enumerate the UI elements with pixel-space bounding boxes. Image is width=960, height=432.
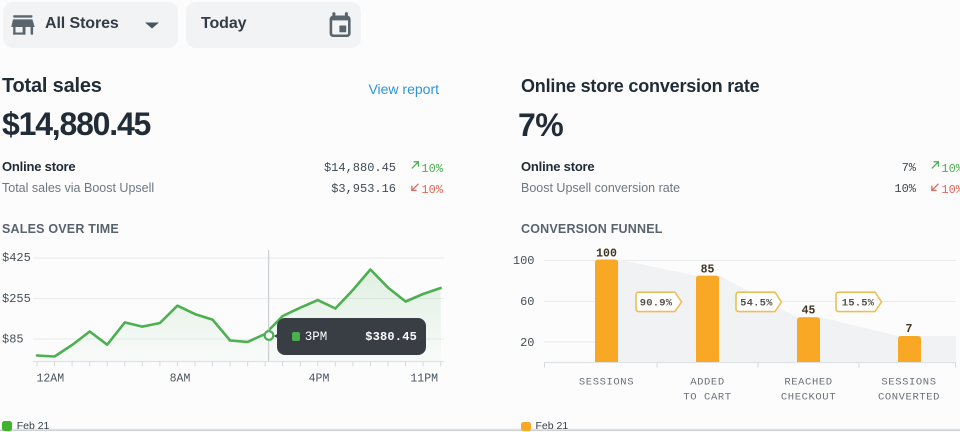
svg-text:4PM: 4PM	[309, 373, 330, 386]
svg-text:85: 85	[701, 264, 715, 277]
svg-text:7: 7	[906, 323, 913, 336]
svg-text:90.9%: 90.9%	[640, 298, 673, 310]
svg-text:15.5%: 15.5%	[842, 298, 875, 310]
svg-text:SESSIONS: SESSIONS	[881, 376, 936, 388]
svg-text:ADDED: ADDED	[690, 376, 725, 388]
svg-text:$85: $85	[2, 333, 24, 347]
svg-text:45: 45	[802, 305, 816, 318]
svg-text:20: 20	[520, 336, 534, 350]
svg-text:$425: $425	[2, 251, 31, 265]
svg-text:SESSIONS: SESSIONS	[579, 376, 634, 388]
svg-text:$255: $255	[2, 292, 31, 306]
svg-text:TO CART: TO CART	[683, 391, 731, 403]
svg-text:54.5%: 54.5%	[740, 298, 773, 310]
svg-text:100: 100	[513, 254, 535, 268]
svg-text:100: 100	[596, 248, 617, 261]
svg-text:12AM: 12AM	[37, 373, 65, 386]
svg-text:11PM: 11PM	[410, 373, 438, 386]
svg-text:8AM: 8AM	[170, 373, 191, 386]
svg-text:CHECKOUT: CHECKOUT	[781, 391, 836, 403]
svg-text:CONVERTED: CONVERTED	[878, 391, 940, 403]
svg-text:60: 60	[520, 295, 534, 309]
svg-text:REACHED: REACHED	[784, 376, 832, 388]
